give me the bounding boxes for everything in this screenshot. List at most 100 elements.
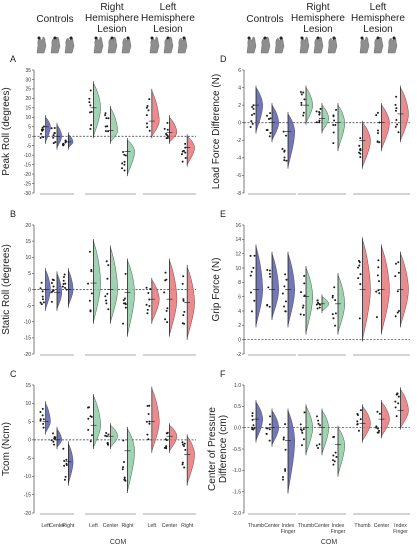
data-point <box>250 120 253 123</box>
y-axis-label: Grip Force (N) <box>211 258 222 322</box>
y-tick-label: 5 <box>28 271 31 277</box>
data-point <box>302 438 305 441</box>
data-point <box>106 277 109 280</box>
group-header-controls: Controls <box>246 14 283 25</box>
data-point <box>164 318 167 321</box>
data-point <box>249 125 252 128</box>
data-point <box>124 272 127 275</box>
data-point <box>318 306 321 309</box>
data-point <box>41 295 44 298</box>
data-point <box>147 291 150 294</box>
data-point <box>300 444 303 447</box>
hand-grasp-icon <box>121 36 132 54</box>
data-point <box>166 128 169 131</box>
data-point <box>106 125 109 128</box>
data-point <box>285 159 288 162</box>
data-point <box>104 130 107 133</box>
data-point <box>181 463 184 466</box>
panel-letter: B <box>10 209 16 219</box>
violin <box>381 104 390 150</box>
x-tick-label: Center <box>374 523 390 529</box>
data-point <box>39 287 42 290</box>
data-point <box>148 129 151 132</box>
data-point <box>184 146 187 149</box>
hand-grasp-icon <box>327 36 338 54</box>
hand-grasp-icon <box>93 36 104 54</box>
data-point <box>107 117 110 120</box>
x-tick-label: Left <box>148 523 157 529</box>
hand-grasp-icon <box>163 36 174 54</box>
panel-letter: D <box>220 54 227 64</box>
data-point <box>284 423 287 426</box>
data-point <box>250 270 253 273</box>
data-point <box>268 423 271 426</box>
data-point <box>332 317 335 320</box>
data-point <box>107 433 110 436</box>
violin <box>381 401 390 437</box>
data-point <box>87 417 90 420</box>
y-axis-label: Load Force Difference (N) <box>211 74 222 189</box>
hand-grasp-icon <box>260 36 271 54</box>
data-point <box>357 429 360 432</box>
data-point <box>394 400 397 403</box>
data-point <box>182 314 185 317</box>
data-point <box>283 285 286 288</box>
data-point <box>395 95 398 98</box>
x-axis-title: COM <box>321 539 338 546</box>
violin <box>151 90 160 137</box>
y-axis-label: Peak Roll (degrees) <box>1 87 12 175</box>
violin <box>381 246 390 333</box>
data-point <box>123 163 126 166</box>
data-point <box>184 448 187 451</box>
y-tick-label: 0 <box>28 287 31 293</box>
hand-grasp-icon <box>359 36 370 54</box>
data-point <box>359 273 362 276</box>
violin <box>271 253 279 319</box>
panel-letter: F <box>220 369 226 379</box>
data-point <box>42 136 45 139</box>
data-point <box>395 393 398 396</box>
data-point <box>41 407 44 410</box>
y-tick-label: 16 <box>235 223 241 229</box>
data-point <box>266 129 269 132</box>
data-point <box>123 160 126 163</box>
violin <box>127 428 135 492</box>
data-point <box>89 111 92 114</box>
violin <box>68 133 74 149</box>
data-point <box>50 439 53 442</box>
data-point <box>106 442 109 445</box>
data-point <box>124 154 127 157</box>
data-point <box>123 476 126 479</box>
y-tick-label: 20 <box>25 223 31 229</box>
y-tick-label: -2 <box>237 352 242 358</box>
x-tick-label: Index Finger <box>393 523 408 535</box>
data-point <box>52 134 55 137</box>
data-point <box>301 306 304 309</box>
data-point <box>334 451 337 454</box>
data-point <box>377 266 380 269</box>
hand-grasp-icon <box>149 36 160 54</box>
x-tick-label: Left <box>41 523 50 529</box>
y-tick-label: 14 <box>235 237 241 243</box>
violin <box>186 435 195 484</box>
violin <box>337 104 345 150</box>
data-point <box>252 424 255 427</box>
violin <box>287 410 295 492</box>
data-point <box>357 277 360 280</box>
y-tick-label: -10 <box>24 474 31 480</box>
data-point <box>63 464 66 467</box>
data-point <box>333 286 336 289</box>
data-point <box>146 308 149 311</box>
data-point <box>64 475 67 478</box>
data-point <box>164 271 167 274</box>
hand-grasp-icon <box>246 36 257 54</box>
data-point <box>147 438 150 441</box>
data-point <box>88 299 91 302</box>
data-point <box>285 300 288 303</box>
data-point <box>122 439 125 442</box>
data-point <box>331 313 334 316</box>
data-point <box>377 259 380 262</box>
x-tick-label: Center <box>162 523 178 529</box>
panel-A: A -30 -25 -20 -15 -10 -5 0 5 10 15 20 25 30 35 Peak Rol… <box>1 54 196 197</box>
violin <box>305 405 313 454</box>
